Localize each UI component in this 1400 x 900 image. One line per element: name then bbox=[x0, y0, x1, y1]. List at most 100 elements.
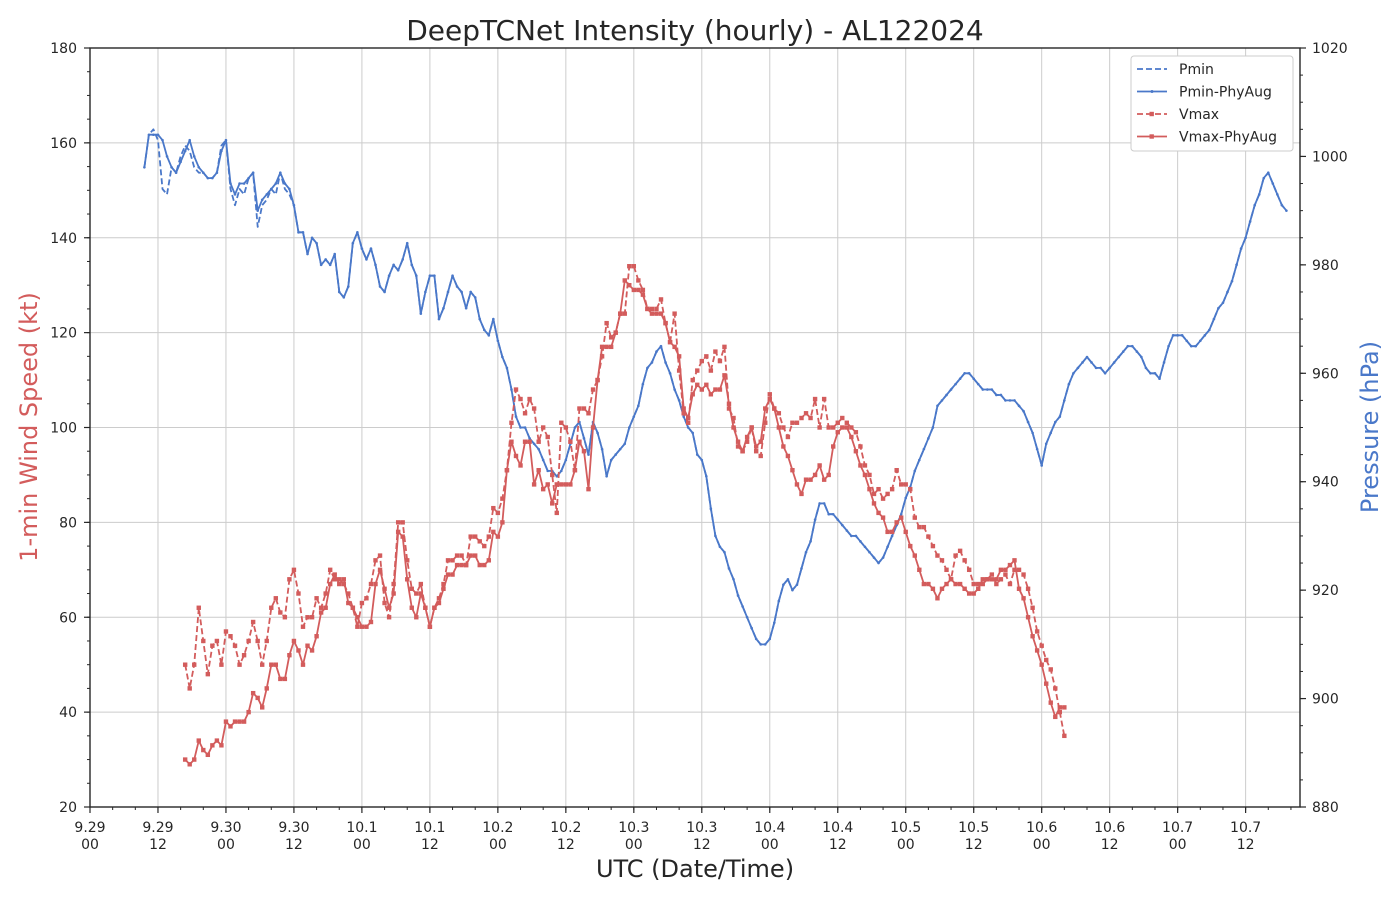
data-point bbox=[972, 377, 976, 381]
x-tick-label-hour: 12 bbox=[1101, 837, 1119, 853]
y-left-tick-label: 180 bbox=[50, 41, 77, 57]
legend: Pmin Pmin-PhyAug Vmax Vmax-PhyAug bbox=[1130, 55, 1294, 152]
data-point bbox=[364, 596, 369, 601]
data-point bbox=[301, 231, 305, 234]
data-point bbox=[296, 648, 301, 653]
data-point bbox=[886, 545, 889, 549]
data-point bbox=[966, 591, 972, 596]
data-point bbox=[487, 334, 491, 337]
data-point bbox=[152, 133, 155, 137]
data-point bbox=[410, 263, 414, 267]
data-point bbox=[342, 296, 346, 299]
data-point bbox=[654, 311, 659, 316]
data-point bbox=[327, 567, 333, 573]
data-point bbox=[763, 643, 767, 646]
data-point bbox=[885, 529, 890, 535]
data-point bbox=[664, 361, 667, 364]
data-point bbox=[599, 354, 605, 359]
data-point bbox=[818, 502, 821, 505]
data-point bbox=[1189, 344, 1193, 348]
data-point bbox=[206, 176, 210, 180]
data-point bbox=[264, 686, 269, 691]
data-point bbox=[568, 482, 573, 487]
data-point bbox=[976, 586, 981, 591]
x-tick-label-date: 9.29 bbox=[142, 820, 173, 836]
data-point bbox=[962, 558, 967, 563]
data-point bbox=[450, 558, 455, 563]
data-point bbox=[926, 534, 931, 539]
data-point bbox=[646, 366, 649, 370]
data-point bbox=[922, 447, 926, 451]
data-point bbox=[560, 469, 563, 473]
data-point bbox=[763, 406, 768, 411]
data-point bbox=[509, 420, 514, 425]
x-axis-label: UTC (Date/Time) bbox=[596, 855, 794, 883]
data-point bbox=[695, 368, 700, 373]
data-point bbox=[251, 171, 255, 174]
data-point bbox=[976, 581, 981, 587]
data-point bbox=[382, 600, 387, 606]
data-point bbox=[673, 388, 676, 391]
y-left-tick-label: 60 bbox=[59, 610, 77, 626]
legend-marker-vmax bbox=[1149, 111, 1154, 117]
data-point bbox=[831, 444, 836, 449]
data-point bbox=[845, 529, 849, 532]
data-point bbox=[868, 550, 871, 554]
data-point bbox=[424, 290, 427, 294]
data-point bbox=[260, 705, 265, 710]
data-point bbox=[514, 415, 518, 418]
data-point bbox=[1198, 339, 1202, 343]
data-point bbox=[604, 344, 609, 350]
legend-label-pmin-phyaug: Pmin-PhyAug bbox=[1179, 85, 1272, 101]
data-point bbox=[396, 268, 400, 272]
data-point bbox=[958, 377, 962, 381]
data-point bbox=[799, 491, 804, 497]
data-point bbox=[409, 586, 414, 591]
data-point bbox=[862, 472, 868, 478]
data-point bbox=[418, 591, 424, 596]
data-point bbox=[1185, 339, 1189, 343]
data-point bbox=[282, 615, 288, 620]
data-point bbox=[867, 486, 872, 492]
data-point bbox=[1030, 634, 1035, 639]
data-point bbox=[776, 425, 782, 430]
data-point bbox=[351, 241, 355, 245]
data-point bbox=[1257, 193, 1261, 196]
data-point bbox=[460, 290, 463, 294]
data-point bbox=[776, 411, 782, 416]
data-point bbox=[908, 486, 913, 492]
data-point bbox=[1053, 686, 1058, 691]
y-left-tick-label: 160 bbox=[50, 136, 77, 152]
data-point bbox=[668, 371, 672, 375]
data-point bbox=[165, 155, 169, 158]
data-point bbox=[182, 757, 188, 762]
data-point bbox=[822, 502, 826, 505]
data-point bbox=[1044, 681, 1049, 686]
data-point bbox=[414, 274, 418, 278]
data-point bbox=[445, 572, 451, 577]
data-point bbox=[1058, 415, 1062, 418]
x-tick-label-hour: 12 bbox=[693, 837, 711, 853]
data-point bbox=[486, 534, 492, 539]
data-point bbox=[577, 439, 582, 444]
data-point bbox=[859, 540, 862, 543]
x-tick-label-hour: 12 bbox=[421, 837, 439, 853]
y-axis-right-label: Pressure (hPa) bbox=[1356, 341, 1384, 513]
data-point bbox=[1135, 350, 1139, 353]
data-point bbox=[1117, 355, 1121, 359]
data-point bbox=[966, 567, 972, 573]
data-point bbox=[1063, 399, 1066, 402]
data-point bbox=[1230, 279, 1234, 283]
data-point bbox=[681, 411, 686, 416]
data-point bbox=[509, 439, 514, 444]
data-point bbox=[608, 335, 614, 340]
data-point bbox=[898, 482, 904, 487]
data-point bbox=[1012, 558, 1017, 563]
data-point bbox=[1062, 705, 1067, 710]
x-tick-label-hour: 00 bbox=[761, 837, 779, 853]
data-point bbox=[405, 241, 409, 245]
data-point bbox=[835, 420, 840, 425]
data-point bbox=[318, 610, 324, 615]
data-point bbox=[214, 738, 220, 743]
data-point bbox=[627, 282, 632, 288]
